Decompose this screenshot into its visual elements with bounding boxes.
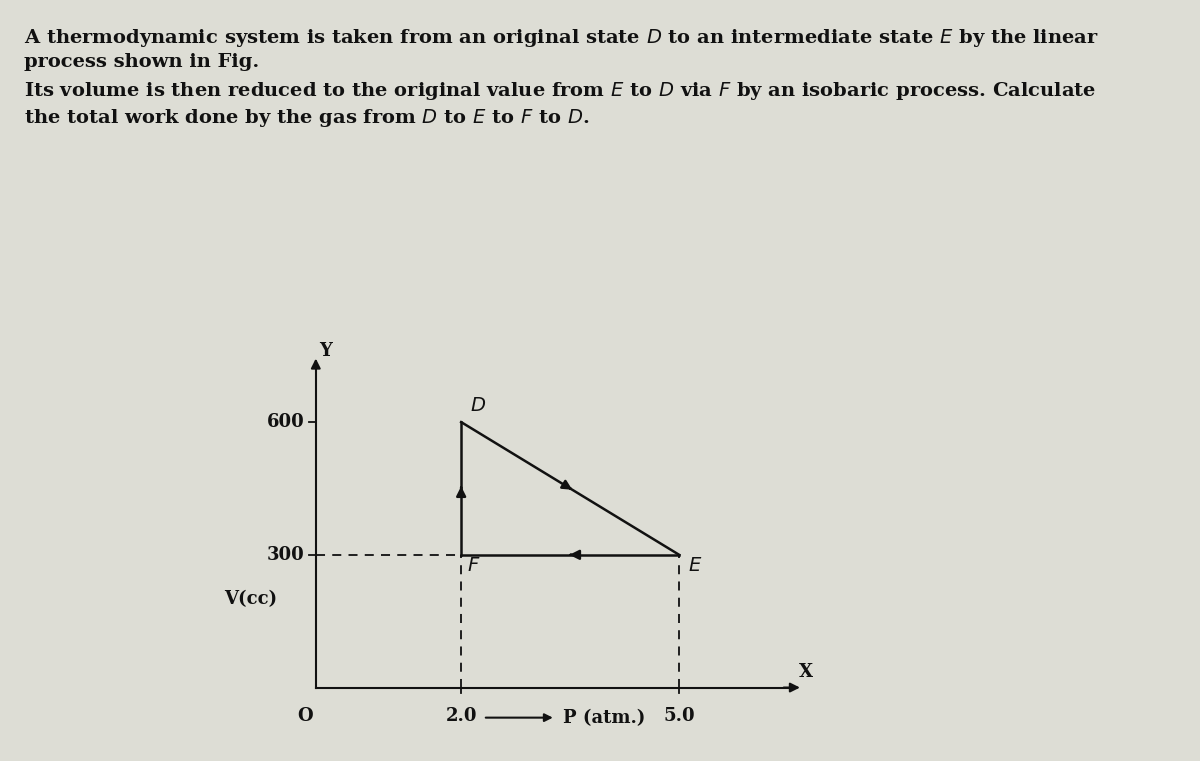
Text: $E$: $E$ (688, 557, 702, 575)
Text: P (atm.): P (atm.) (563, 708, 646, 727)
Text: X: X (799, 663, 814, 681)
Text: $F$: $F$ (467, 557, 480, 575)
Text: 600: 600 (268, 413, 305, 431)
Text: O: O (298, 708, 313, 725)
Text: 2.0: 2.0 (445, 708, 476, 725)
Text: the total work done by the gas from $D$ to $E$ to $F$ to $D$.: the total work done by the gas from $D$ … (24, 107, 589, 129)
Text: process shown in Fig.: process shown in Fig. (24, 53, 259, 72)
Text: A thermodynamic system is taken from an original state $D$ to an intermediate st: A thermodynamic system is taken from an … (24, 27, 1099, 49)
Text: Its volume is then reduced to the original value from $E$ to $D$ via $F$ by an i: Its volume is then reduced to the origin… (24, 80, 1097, 102)
Text: V(cc): V(cc) (224, 591, 277, 608)
Text: $D$: $D$ (470, 397, 486, 416)
Text: Y: Y (319, 342, 332, 360)
Text: 300: 300 (268, 546, 305, 564)
Text: 5.0: 5.0 (664, 708, 695, 725)
